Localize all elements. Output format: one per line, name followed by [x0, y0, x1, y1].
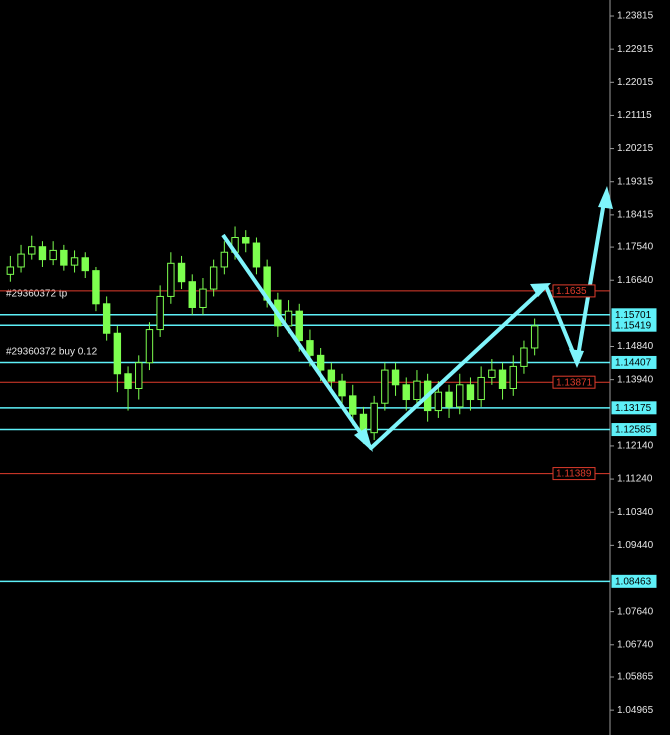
candle-body: [70, 257, 79, 266]
level-label: 1.13175: [615, 403, 652, 414]
level-label: 1.15701: [615, 310, 652, 321]
level-label: 1.12585: [615, 425, 652, 436]
candle-body: [316, 354, 325, 371]
candle-body: [498, 369, 507, 389]
candle-body: [60, 249, 68, 266]
candle-body: [199, 288, 207, 308]
level-label: 1.08463: [615, 576, 652, 587]
arrowheads: [354, 186, 613, 452]
candle-body: [445, 391, 453, 408]
y-tick-label: 1.21115: [617, 110, 652, 121]
candle-body: [17, 253, 25, 268]
candle-body: [81, 257, 89, 272]
y-tick-label: 1.05865: [617, 672, 654, 683]
level-label-box: [611, 318, 657, 332]
level-label-box: [611, 423, 657, 437]
candle-body: [92, 270, 100, 305]
level-label: 1.13871: [556, 377, 593, 388]
candle-body: [456, 384, 464, 408]
level-label-box: [552, 375, 596, 389]
y-tick-label: 1.22015: [617, 77, 654, 88]
level-label-box: [611, 355, 657, 369]
y-tick-label: 1.12140: [617, 441, 654, 452]
candle-body: [391, 369, 400, 386]
candle-body: [167, 262, 175, 297]
y-tick-label: 1.09440: [617, 540, 654, 551]
candle-body: [252, 242, 261, 268]
order-label: #29360372 tp: [6, 289, 68, 300]
y-tick-label: 1.16640: [617, 275, 654, 286]
candle-body: [124, 373, 132, 389]
y-tick-label: 1.18415: [617, 210, 654, 221]
candle-body: [220, 251, 229, 268]
candle-body: [156, 295, 164, 331]
level-label: 1.1635: [556, 286, 587, 297]
candle-body: [102, 303, 111, 334]
y-tick-label: 1.23815: [617, 11, 654, 22]
y-tick-label: 1.11240: [617, 474, 653, 485]
candle-body: [6, 266, 15, 275]
level-label: 1.14407: [615, 358, 652, 369]
y-tick-label: 1.06740: [617, 639, 654, 650]
candle-body: [370, 402, 378, 434]
candle-body: [113, 332, 122, 375]
candle-body: [413, 380, 421, 401]
candle-body: [242, 237, 250, 244]
candle-body: [38, 246, 47, 261]
candle-body: [28, 246, 36, 255]
y-tick-label: 1.07640: [617, 606, 654, 617]
y-tick-label: 1.10340: [617, 507, 654, 518]
candle-body: [520, 347, 528, 367]
y-tick-label: 1.20215: [617, 143, 654, 154]
candle-body: [306, 340, 314, 356]
level-label-box: [611, 574, 657, 588]
y-tick-label: 1.17540: [617, 242, 654, 253]
candle-body: [188, 281, 196, 308]
y-tick-label: 1.14840: [617, 341, 654, 352]
y-tick-label: 1.22915: [617, 44, 654, 55]
candle-body: [135, 362, 143, 389]
y-tick-label: 1.13940: [617, 374, 654, 385]
candle-body: [477, 376, 485, 401]
candle-body: [530, 325, 539, 349]
y-tick-label: 1.19315: [617, 176, 654, 187]
candle-body: [338, 380, 346, 397]
y-tick-label: 1.04965: [617, 705, 654, 716]
level-label: 1.15419: [615, 320, 652, 331]
candle-body: [509, 365, 517, 389]
candle-body: [349, 395, 357, 415]
level-label-box: [611, 401, 657, 415]
candle-body: [381, 369, 389, 404]
candle-body: [209, 266, 218, 290]
level-label: 1.11389: [556, 469, 592, 480]
level-label-box: [552, 467, 596, 481]
candle-body: [295, 310, 303, 342]
order-label: #29360372 buy 0.12: [6, 347, 98, 358]
candle-body: [488, 369, 496, 378]
candle-body: [177, 262, 186, 283]
candle-body: [402, 384, 410, 401]
level-label-box: [552, 284, 596, 298]
candle-body: [145, 329, 154, 364]
candle-body: [434, 391, 443, 412]
candle-body: [466, 384, 475, 401]
candle-body: [49, 249, 57, 261]
candle-body: [327, 369, 336, 382]
